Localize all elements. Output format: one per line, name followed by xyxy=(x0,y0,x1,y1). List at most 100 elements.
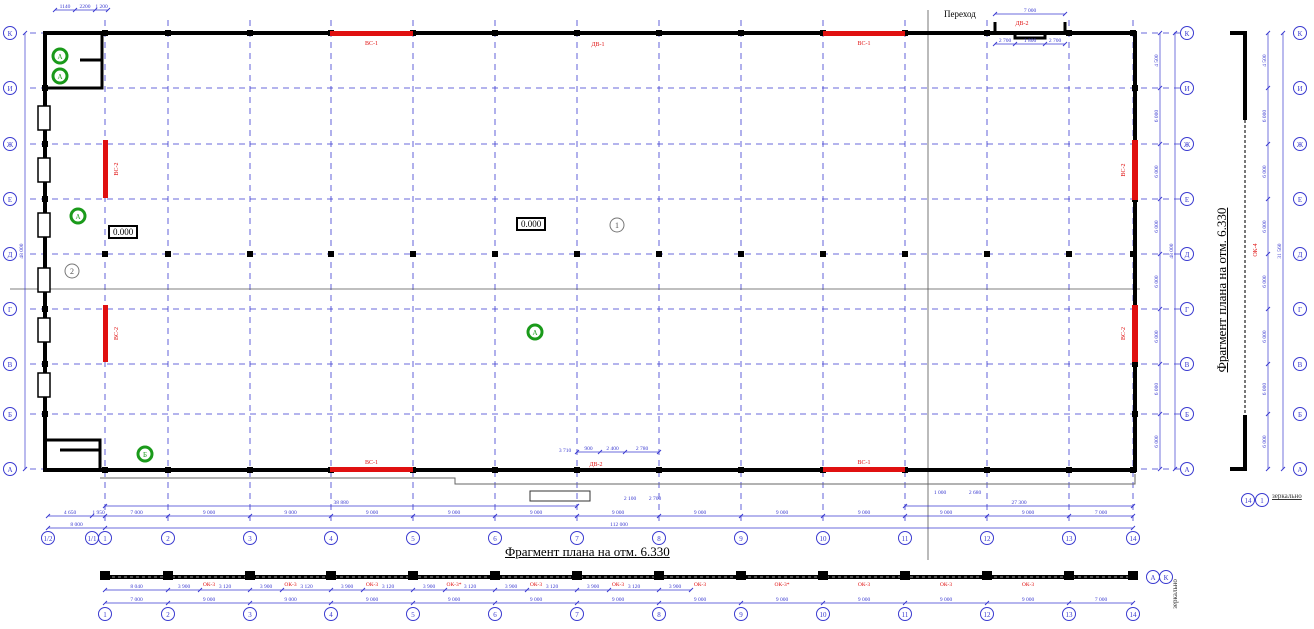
col-axis-bottom-label: 5 xyxy=(411,535,415,543)
bottom-dim-partial-tick xyxy=(1130,503,1136,509)
row-axis-side-label: Д xyxy=(1298,251,1303,259)
strip-dim-2-text: 9 000 xyxy=(203,597,216,603)
col-axis-extra xyxy=(41,531,55,545)
top-left-dim-text: 1 200 xyxy=(95,4,108,10)
opening-bottom-label: ВС-1 xyxy=(857,460,870,466)
strip-dim-2-text: 9 000 xyxy=(694,597,707,603)
strip-row-axis-label: К xyxy=(1164,574,1169,582)
strip-row-axis xyxy=(1159,570,1173,584)
row-axis-side xyxy=(1293,357,1307,371)
col-axis-bottom-label: 11 xyxy=(902,535,909,543)
bottom-dim-1-text: 4 650 xyxy=(64,510,77,516)
window-left xyxy=(37,372,51,398)
room-number: 1 xyxy=(615,221,619,230)
bottom-dim-1-text: 7 000 xyxy=(130,510,143,516)
col-axis-bottom xyxy=(734,531,748,545)
row-axis-side-label: К xyxy=(1298,30,1303,38)
col-axis-bottom xyxy=(1062,531,1076,545)
column xyxy=(574,467,580,473)
strip-dim-1-text: 3 900 xyxy=(178,584,191,590)
row-axis-side xyxy=(1293,137,1307,151)
room-marker xyxy=(51,47,69,65)
col-axis-bottom-label: 4 xyxy=(329,535,333,543)
ramp-dim-text: 1 000 xyxy=(934,490,947,496)
col-axis-strip xyxy=(980,607,994,621)
row-axis-right-label: А xyxy=(1184,466,1189,474)
bottom-dim-1-tick xyxy=(820,513,826,519)
right-dim-1-text: 6 000 xyxy=(1154,275,1160,288)
side-dim-1-tick xyxy=(1265,141,1271,147)
strip-window-label: ОК-3 xyxy=(284,582,296,588)
opening-top xyxy=(330,31,413,36)
row-axis-left-label: И xyxy=(7,85,12,93)
bottom-dim-1-text: 9 000 xyxy=(530,510,543,516)
strip-column xyxy=(654,571,664,580)
bottom-dim-1-tick xyxy=(410,513,416,519)
right-dim-1-text: 6 000 xyxy=(1154,110,1160,123)
bottom-dim-1-tick xyxy=(328,513,334,519)
col-axis-strip-label: 3 xyxy=(248,611,252,619)
right-dim-1-tick xyxy=(1157,306,1163,312)
opening-bottom-label: ВС-1 xyxy=(365,460,378,466)
col-axis-bottom xyxy=(570,531,584,545)
strip-dim-1-text: 3 900 xyxy=(587,584,600,590)
col-axis-bottom xyxy=(898,531,912,545)
strip-dim-2-tick xyxy=(1066,600,1072,606)
row-axis-right xyxy=(1180,81,1194,95)
strip-dim-2-text: 9 000 xyxy=(776,597,789,603)
column xyxy=(42,196,48,202)
column xyxy=(102,251,108,257)
strip-dim-2-tick xyxy=(820,600,826,606)
strip-column xyxy=(1064,571,1074,580)
bottom-dim-2-text: 112 000 xyxy=(610,522,628,528)
col-axis-bottom xyxy=(816,531,830,545)
right-dim-total-tick xyxy=(1172,30,1178,36)
row-axis-left-label: Ж xyxy=(7,141,14,149)
strip-dim-2-tick xyxy=(165,600,171,606)
col-axis-strip xyxy=(570,607,584,621)
strip-dim-1-text: 3 120 xyxy=(546,584,559,590)
opening-left-label: ВС-2 xyxy=(114,327,120,340)
bottom-dim-1-text: 9 000 xyxy=(366,510,379,516)
column xyxy=(42,306,48,312)
side-axis xyxy=(1255,493,1269,507)
bottom-dim-1-tick xyxy=(1130,513,1136,519)
right-dim-1-tick xyxy=(1157,361,1163,367)
side-dim-1-text: 6 000 xyxy=(1262,275,1268,288)
bottom-dim-partial-tick xyxy=(902,503,908,509)
opening-right-label: ВС-2 xyxy=(1121,163,1127,176)
column xyxy=(42,85,48,91)
col-axis-strip xyxy=(324,607,338,621)
col-axis-strip xyxy=(98,607,112,621)
col-axis-bottom-label: 14 xyxy=(1130,535,1138,543)
bottom-dim-1-tick xyxy=(247,513,253,519)
passage-dim-2-tick xyxy=(1042,41,1048,47)
bottom-dim-1-text: 9 000 xyxy=(612,510,625,516)
strip-column xyxy=(736,571,746,580)
strip-column xyxy=(490,571,500,580)
row-axis-right-label: Г xyxy=(1185,306,1189,314)
side-dim-1-tick xyxy=(1265,251,1271,257)
bottom-dim-1-text: 9 000 xyxy=(203,510,216,516)
passage-dim-2-tick xyxy=(1012,41,1018,47)
passage-dim-tick xyxy=(1062,11,1068,17)
row-axis-left xyxy=(3,462,17,476)
strip-row-axis-label: А xyxy=(1150,574,1155,582)
bottom-dim-1-text: 9 000 xyxy=(1022,510,1035,516)
opening-right-label: ВС-2 xyxy=(1121,327,1127,340)
column xyxy=(1132,361,1138,367)
right-dim-1-tick xyxy=(1157,411,1163,417)
strip-dim-1-tick xyxy=(360,587,366,593)
strip-dim-2-tick xyxy=(902,600,908,606)
room-number-circle xyxy=(609,217,625,233)
col-axis-bottom xyxy=(488,531,502,545)
opening-left xyxy=(103,140,108,198)
level-mark-left: 0.000 xyxy=(108,225,139,239)
row-axis-side-label: Г xyxy=(1298,306,1302,314)
strip-dim-2-tick xyxy=(656,600,662,606)
col-axis-strip xyxy=(652,607,666,621)
col-axis-strip-label: 14 xyxy=(1130,611,1138,619)
col-axis-bottom-label: 7 xyxy=(575,535,579,543)
strip-dim-1-text: 3 900 xyxy=(669,584,682,590)
col-axis-strip xyxy=(488,607,502,621)
